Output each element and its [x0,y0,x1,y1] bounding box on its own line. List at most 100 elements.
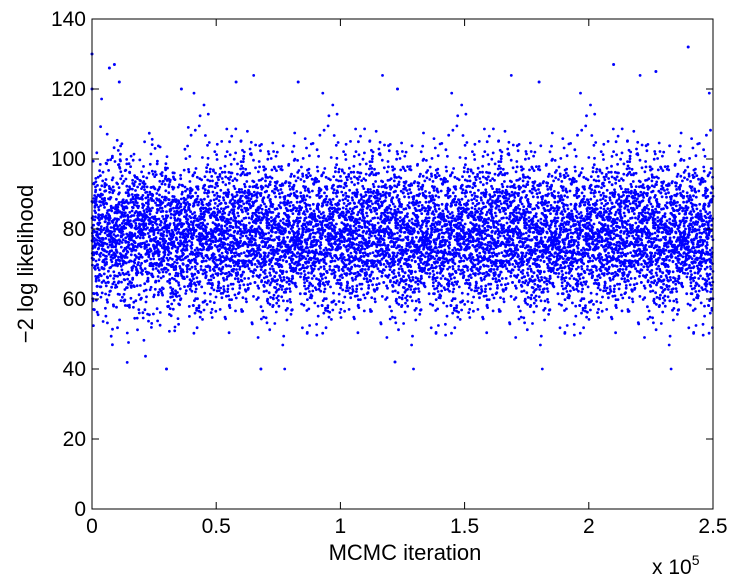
data-point [97,205,100,209]
data-point [169,212,173,216]
data-point [120,211,124,214]
data-point [280,288,284,291]
data-point [226,205,230,209]
data-point [221,271,224,275]
data-point [331,245,334,249]
data-point [95,151,99,155]
data-point [102,260,106,264]
data-point [361,157,365,161]
data-point [118,273,122,277]
data-point [269,157,273,160]
data-point [342,150,345,154]
data-point [233,205,237,208]
data-point [383,232,387,236]
data-point [349,271,353,275]
data-point [242,150,246,154]
data-point [208,203,212,206]
data-point [252,249,256,253]
data-point [129,259,133,263]
data-point [332,188,336,192]
data-point [320,304,324,307]
data-point [204,237,208,241]
data-point [144,354,147,358]
data-point [250,217,254,221]
data-point [134,299,138,303]
data-point [105,202,109,206]
data-point [225,127,229,131]
data-point [219,286,223,290]
data-point [155,307,159,311]
data-point [115,219,119,223]
data-point [288,298,292,301]
data-point [322,171,325,175]
data-point [287,162,291,166]
data-point [303,284,306,288]
data-point [205,303,209,306]
data-point [246,254,250,258]
data-point [325,185,329,189]
data-point [195,308,199,312]
data-point [109,265,113,269]
data-point [386,286,389,290]
data-point [140,170,144,174]
data-point [370,167,374,170]
data-point [113,160,117,163]
data-point [391,202,395,206]
data-point [135,256,139,259]
data-point [236,230,240,234]
data-point [140,272,144,276]
data-point [93,245,97,249]
data-point [168,222,172,226]
data-point [169,216,173,220]
data-point [192,219,196,223]
data-point [99,227,103,231]
data-point [266,297,269,301]
data-point [267,152,271,156]
data-point [133,285,136,288]
data-point [95,310,99,314]
data-point [264,263,267,267]
data-point [170,276,174,280]
data-point [147,253,151,257]
data-point [240,219,244,223]
data-point [220,251,224,255]
data-point [105,132,109,136]
data-point [217,281,221,285]
data-point [249,259,253,263]
data-point [254,221,258,225]
data-point [269,274,272,277]
data-point [182,168,186,172]
data-point [396,231,399,235]
data-point [243,262,247,265]
data-point [119,159,122,163]
data-point [368,204,372,208]
data-point [156,159,159,163]
data-point [152,199,155,203]
data-point [359,171,363,175]
data-point [279,219,282,223]
data-point [153,170,157,174]
data-point [310,177,314,181]
data-point [347,210,351,214]
data-point [375,212,379,216]
data-point [147,319,150,323]
data-point [202,103,206,107]
data-point [250,234,254,238]
data-point [115,138,119,142]
data-point [115,305,118,309]
data-point [123,298,127,302]
data-point [362,199,366,203]
data-point [227,294,231,298]
data-point [306,265,309,268]
data-point [92,240,96,243]
data-point [176,291,179,294]
data-point [396,291,400,295]
data-point [388,317,392,321]
data-point [210,185,214,188]
data-point [307,261,311,264]
data-point [96,184,99,187]
data-point [250,263,254,267]
data-point [376,216,380,220]
data-point [338,216,341,219]
data-point [367,267,370,271]
